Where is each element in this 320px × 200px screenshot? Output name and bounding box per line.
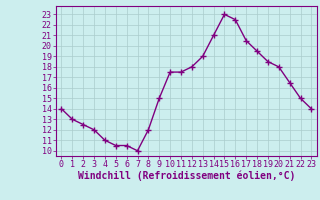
X-axis label: Windchill (Refroidissement éolien,°C): Windchill (Refroidissement éolien,°C) bbox=[78, 171, 295, 181]
